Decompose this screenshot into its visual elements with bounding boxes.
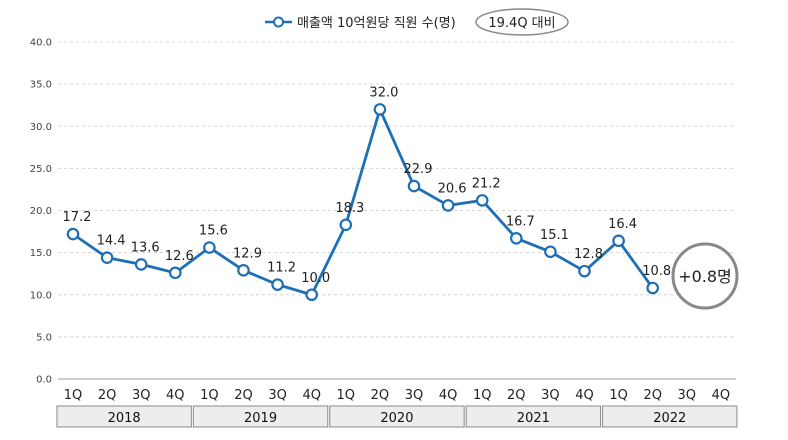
data-point (373, 103, 387, 116)
data-point (578, 264, 591, 278)
data-label: 16.4 (608, 217, 637, 232)
data-label: 18.3 (335, 201, 364, 216)
y-tick-label: 20.0 (30, 206, 52, 217)
callout-circle (671, 242, 739, 310)
data-point (169, 266, 182, 280)
x-axis: 1Q 2Q 3Q 4Q 1Q 2Q 3Q 4Q 1Q 2Q 3Q 4Q 1Q 2Q 3Q 4Q 1Q 2Q 3Q 4Q (64, 388, 730, 403)
data-point (134, 258, 148, 271)
data-point (305, 288, 318, 302)
x-tick-label: 2Q (98, 388, 117, 403)
x-tick-label: 4Q (712, 388, 731, 403)
year-label: 2021 (517, 411, 550, 426)
y-tick-label: 10.0 (30, 290, 52, 301)
data-point (407, 179, 421, 193)
year-band: 2018 2019 2020 2021 2022 (56, 405, 738, 428)
year-label: 2019 (244, 411, 277, 426)
x-tick-label: 2Q (234, 388, 253, 403)
badge-label: 19.4Q 대비 (488, 16, 555, 31)
x-tick-label: 3Q (268, 388, 287, 403)
x-tick-label: 2Q (507, 388, 526, 403)
data-point (509, 232, 523, 245)
data-point (66, 227, 80, 241)
data-point (271, 278, 284, 291)
x-tick-label: 1Q (337, 388, 356, 403)
data-point (544, 245, 557, 259)
data-label: 17.2 (63, 210, 92, 225)
y-axis: 0.0 5.0 10.0 15.0 20.0 25.0 30.0 35.0 40.0 (30, 38, 52, 386)
callout-label: +0.8명 (678, 267, 732, 286)
y-tick-label: 35.0 (30, 80, 52, 91)
data-label: 16.7 (506, 214, 535, 229)
data-point (441, 199, 455, 212)
x-tick-label: 4Q (439, 388, 458, 403)
data-label: 21.2 (472, 176, 501, 191)
series-line (66, 103, 659, 302)
data-point (612, 234, 625, 248)
y-tick-label: 0.0 (36, 375, 52, 386)
y-tick-label: 25.0 (30, 164, 52, 175)
badge-ellipse (475, 8, 569, 36)
x-tick-label: 3Q (678, 388, 697, 403)
year-cell (602, 405, 738, 428)
y-tick-label: 30.0 (30, 122, 52, 133)
x-tick-label: 2Q (643, 388, 662, 403)
x-tick-label: 4Q (575, 388, 594, 403)
x-tick-label: 4Q (302, 388, 321, 403)
comparison-badge: 19.4Q 대비 (475, 8, 569, 36)
grid-lines (58, 41, 736, 380)
data-label: 10.0 (301, 271, 330, 286)
x-tick-label: 1Q (609, 388, 628, 403)
year-label: 2022 (653, 411, 686, 426)
data-point (203, 241, 216, 254)
x-tick-label: 3Q (132, 388, 151, 403)
legend: 매출액 10억원당 직원 수(명) (265, 16, 456, 31)
y-tick-label: 40.0 (30, 38, 52, 49)
year-cell (192, 405, 329, 428)
year-cell (465, 405, 602, 428)
data-label: 32.0 (369, 85, 398, 100)
x-tick-label: 3Q (405, 388, 424, 403)
legend-marker-swatch (273, 16, 284, 28)
y-tick-label: 15.0 (30, 248, 52, 259)
legend-label: 매출액 10억원당 직원 수(명) (297, 16, 456, 31)
data-point (237, 264, 250, 277)
data-label: 12.8 (574, 247, 603, 262)
year-cell (329, 405, 465, 428)
x-tick-label: 2Q (371, 388, 390, 403)
data-label: 12.6 (165, 249, 194, 264)
year-cell (56, 405, 192, 428)
year-label: 2020 (380, 411, 413, 426)
data-label: 12.9 (233, 246, 262, 261)
data-point (646, 281, 659, 295)
y-tick-label: 5.0 (36, 332, 52, 343)
data-point (339, 218, 353, 232)
data-label: 14.4 (97, 234, 126, 249)
data-label: 11.2 (267, 261, 296, 276)
data-point (475, 194, 489, 207)
data-label: 15.6 (199, 224, 228, 239)
x-tick-label: 1Q (473, 388, 492, 403)
x-tick-label: 4Q (166, 388, 185, 403)
data-label: 22.9 (404, 162, 433, 177)
year-label: 2018 (108, 411, 141, 426)
data-label: 10.8 (642, 264, 671, 279)
x-tick-label: 1Q (200, 388, 219, 403)
data-label: 20.6 (438, 181, 467, 196)
x-tick-label: 3Q (541, 388, 560, 403)
data-label: 15.1 (540, 228, 569, 243)
data-label: 13.6 (131, 240, 160, 255)
data-point (100, 251, 114, 264)
x-tick-label: 1Q (64, 388, 83, 403)
data-labels: 17.2 14.4 13.6 12.6 15.6 12.9 11.2 10.0 18.3 32.0… (63, 85, 672, 285)
change-callout: +0.8명 (671, 242, 739, 310)
